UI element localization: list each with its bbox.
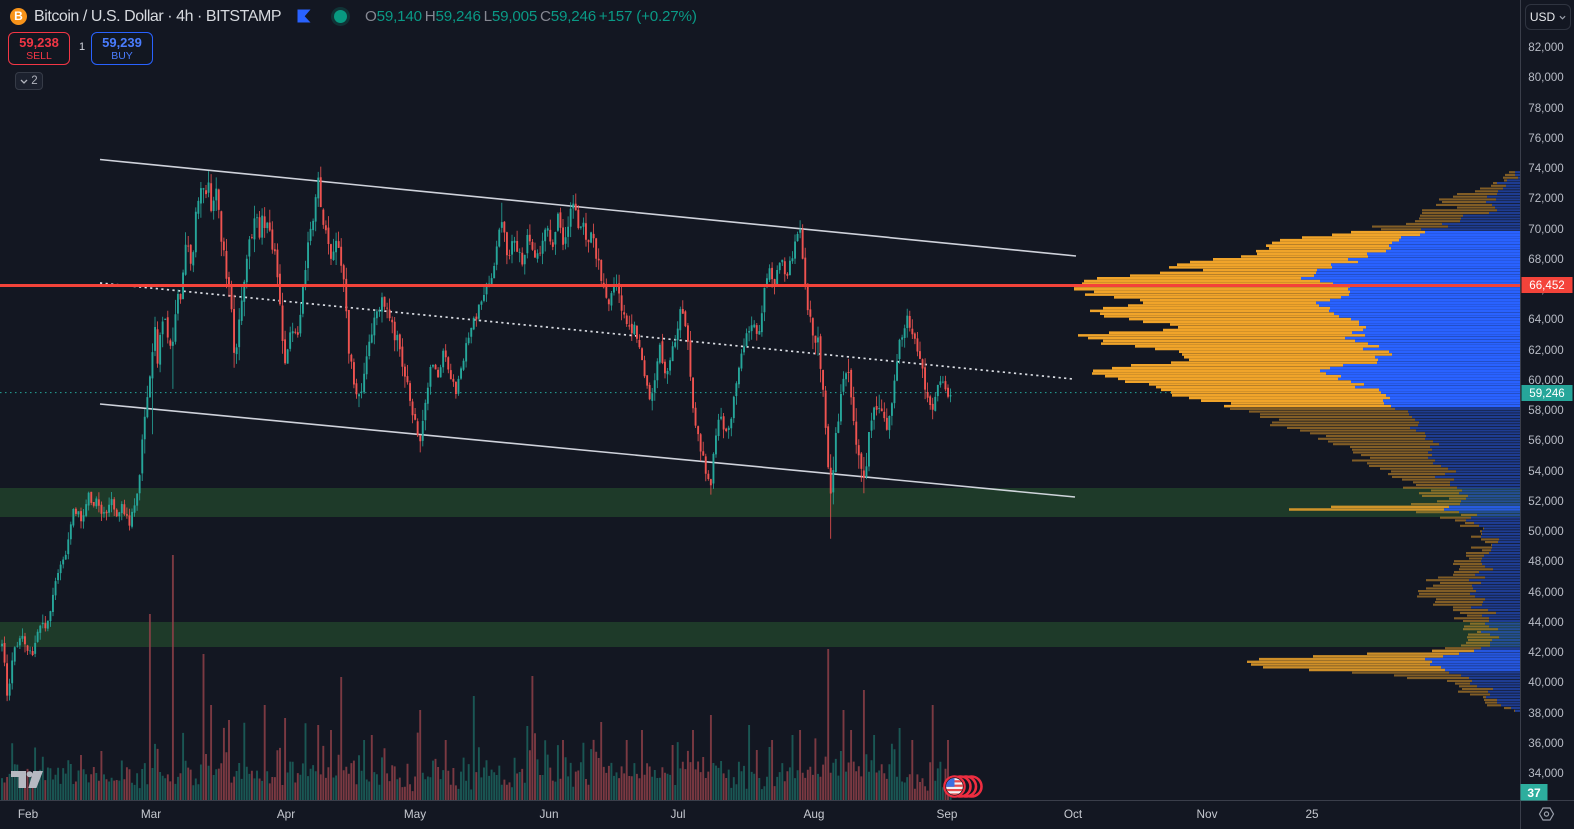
svg-text:78,000: 78,000 (1528, 102, 1563, 115)
svg-text:Oct: Oct (1064, 807, 1083, 821)
svg-text:Jul: Jul (670, 807, 685, 821)
svg-text:Nov: Nov (1197, 807, 1218, 821)
svg-text:Aug: Aug (804, 807, 825, 821)
svg-text:34,000: 34,000 (1528, 767, 1563, 780)
svg-text:Jun: Jun (539, 807, 558, 821)
svg-text:74,000: 74,000 (1528, 162, 1563, 175)
svg-text:72,000: 72,000 (1528, 192, 1563, 205)
svg-text:48,000: 48,000 (1528, 555, 1563, 568)
svg-text:52,000: 52,000 (1528, 495, 1563, 508)
svg-text:46,000: 46,000 (1528, 586, 1563, 599)
svg-text:44,000: 44,000 (1528, 616, 1563, 629)
svg-text:62,000: 62,000 (1528, 344, 1563, 357)
svg-text:40,000: 40,000 (1528, 676, 1563, 689)
svg-text:May: May (404, 807, 426, 821)
svg-text:Mar: Mar (141, 807, 161, 821)
svg-text:82,000: 82,000 (1528, 41, 1563, 54)
svg-text:76,000: 76,000 (1528, 132, 1563, 145)
svg-text:38,000: 38,000 (1528, 707, 1563, 720)
svg-text:56,000: 56,000 (1528, 434, 1563, 447)
svg-text:66,452: 66,452 (1529, 279, 1564, 292)
svg-text:25: 25 (1305, 807, 1319, 821)
svg-text:80,000: 80,000 (1528, 71, 1563, 84)
svg-text:Feb: Feb (18, 807, 39, 821)
svg-text:60,000: 60,000 (1528, 374, 1563, 387)
svg-text:54,000: 54,000 (1528, 465, 1563, 478)
svg-text:36,000: 36,000 (1528, 737, 1563, 750)
svg-text:Apr: Apr (277, 807, 295, 821)
svg-text:50,000: 50,000 (1528, 525, 1563, 538)
svg-text:64,000: 64,000 (1528, 313, 1563, 326)
svg-text:68,000: 68,000 (1528, 253, 1563, 266)
svg-text:Sep: Sep (937, 807, 958, 821)
svg-text:42,000: 42,000 (1528, 646, 1563, 659)
svg-text:37: 37 (1527, 786, 1541, 800)
svg-text:58,000: 58,000 (1528, 404, 1563, 417)
svg-text:70,000: 70,000 (1528, 223, 1563, 236)
svg-text:59,246: 59,246 (1529, 387, 1564, 400)
